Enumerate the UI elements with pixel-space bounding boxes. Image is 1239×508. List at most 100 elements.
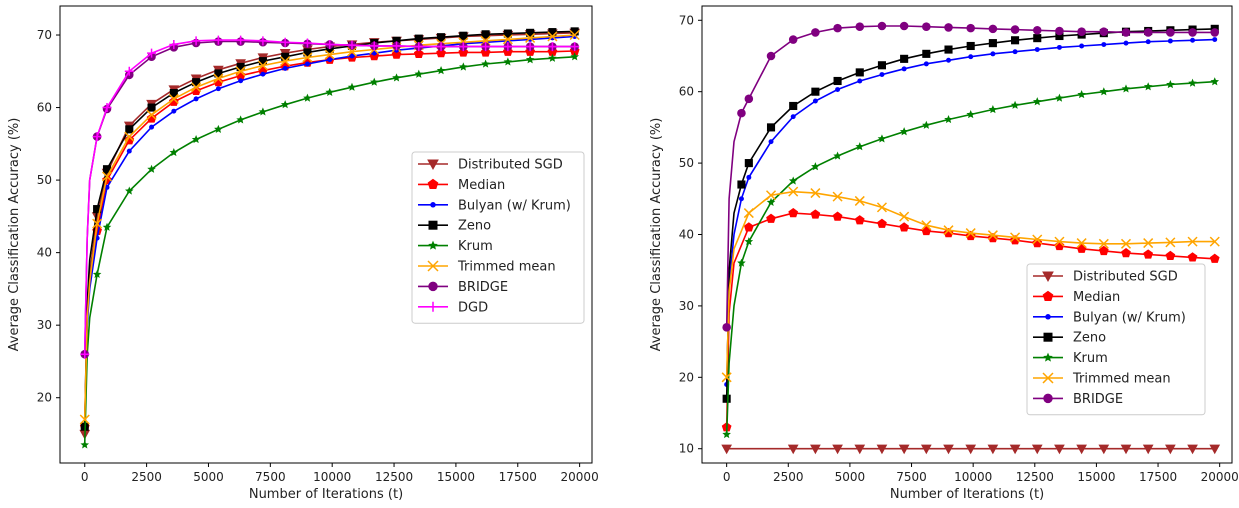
legend-marker bbox=[1042, 372, 1054, 384]
data-point bbox=[213, 35, 223, 45]
legend: Distributed SGD Median Bulyan (w/ Krum) Zen… bbox=[411, 151, 585, 324]
data-point bbox=[80, 440, 90, 449]
data-point bbox=[854, 444, 866, 455]
legend-label: Trimmed mean bbox=[457, 260, 556, 275]
data-point bbox=[325, 87, 334, 96]
data-point bbox=[944, 23, 953, 32]
data-point bbox=[737, 180, 746, 189]
data-point bbox=[812, 98, 818, 104]
data-point bbox=[1143, 238, 1154, 249]
data-point bbox=[1121, 28, 1131, 37]
series-bridge bbox=[722, 21, 1220, 332]
data-point bbox=[738, 196, 744, 202]
data-point bbox=[1120, 444, 1132, 455]
data-point bbox=[1031, 444, 1043, 455]
data-point bbox=[898, 444, 910, 455]
legend-marker bbox=[428, 301, 438, 312]
data-point bbox=[966, 41, 975, 51]
data-point bbox=[92, 218, 103, 229]
data-point bbox=[811, 28, 820, 37]
data-point bbox=[1032, 234, 1043, 245]
legend: Distributed SGD Median Bulyan (w/ Krum) Zen… bbox=[1026, 263, 1206, 416]
chart-panel-1: 0 2500 5000 7500 10000 12500 15000 17500 20000 20… bbox=[7, 5, 599, 502]
series-bulyan-w-krum- bbox=[724, 37, 1218, 387]
legend-marker bbox=[430, 202, 436, 208]
legend-box bbox=[1026, 263, 1206, 416]
data-point bbox=[436, 66, 446, 75]
data-point bbox=[503, 42, 513, 52]
data-point bbox=[899, 222, 910, 232]
data-point bbox=[789, 101, 798, 111]
x-tick-label: 7500 bbox=[896, 470, 927, 484]
data-point bbox=[238, 78, 244, 84]
data-point bbox=[966, 110, 975, 119]
data-point bbox=[810, 188, 821, 199]
data-point bbox=[1165, 444, 1176, 455]
data-point bbox=[854, 195, 865, 206]
legend-marker bbox=[428, 240, 438, 250]
y-tick-label: 50 bbox=[37, 173, 52, 187]
data-point bbox=[1076, 444, 1087, 455]
data-point bbox=[1010, 232, 1021, 243]
data-point bbox=[146, 109, 157, 120]
data-point bbox=[743, 208, 754, 219]
legend-label: Zeno bbox=[1073, 331, 1106, 346]
legend-marker bbox=[427, 178, 439, 189]
data-point bbox=[325, 39, 335, 49]
data-point bbox=[437, 33, 446, 42]
data-point bbox=[788, 176, 798, 185]
data-point bbox=[525, 42, 535, 52]
data-point bbox=[281, 52, 290, 61]
data-point bbox=[946, 57, 951, 63]
data-point bbox=[547, 42, 557, 52]
data-point bbox=[304, 61, 310, 67]
data-point bbox=[1098, 238, 1109, 249]
data-point bbox=[147, 103, 156, 112]
data-point bbox=[879, 72, 885, 78]
data-point bbox=[327, 57, 333, 63]
data-point bbox=[436, 48, 446, 58]
data-point bbox=[1010, 25, 1020, 34]
data-point bbox=[746, 174, 752, 180]
legend-box bbox=[411, 151, 585, 324]
data-point bbox=[236, 115, 245, 124]
series-krum bbox=[722, 77, 1220, 439]
data-point bbox=[171, 108, 177, 114]
data-point bbox=[193, 96, 199, 102]
y-tick-label: 60 bbox=[37, 101, 52, 115]
data-point bbox=[1120, 238, 1132, 249]
x-tick-label: 0 bbox=[81, 470, 89, 484]
y-tick-label: 40 bbox=[37, 246, 52, 260]
legend-marker bbox=[1042, 290, 1054, 301]
series-line bbox=[725, 38, 1215, 385]
series-line bbox=[83, 35, 575, 427]
legend-label: Zeno bbox=[458, 219, 491, 234]
data-point bbox=[1098, 245, 1109, 256]
y-tick-label: 10 bbox=[679, 442, 694, 456]
data-point bbox=[1055, 31, 1064, 41]
series-median bbox=[721, 207, 1220, 432]
data-point bbox=[92, 269, 102, 279]
data-point bbox=[899, 127, 909, 136]
data-point bbox=[1054, 236, 1065, 247]
data-point bbox=[744, 94, 754, 104]
data-point bbox=[169, 148, 179, 157]
data-point bbox=[943, 444, 954, 455]
y-tick-label: 60 bbox=[679, 85, 694, 99]
data-point bbox=[920, 444, 932, 455]
data-point bbox=[481, 30, 490, 39]
data-point bbox=[721, 372, 732, 383]
data-point bbox=[810, 209, 821, 219]
x-tick-label: 10000 bbox=[954, 470, 992, 484]
data-point bbox=[125, 186, 134, 195]
data-point bbox=[1055, 93, 1064, 102]
data-point bbox=[168, 93, 179, 104]
data-point bbox=[787, 444, 799, 455]
data-point bbox=[943, 225, 954, 236]
data-point bbox=[548, 53, 557, 62]
data-point bbox=[1165, 237, 1176, 248]
y-tick-label: 30 bbox=[37, 318, 52, 332]
data-point bbox=[1166, 80, 1175, 89]
data-point bbox=[303, 93, 312, 102]
data-point bbox=[569, 29, 580, 41]
